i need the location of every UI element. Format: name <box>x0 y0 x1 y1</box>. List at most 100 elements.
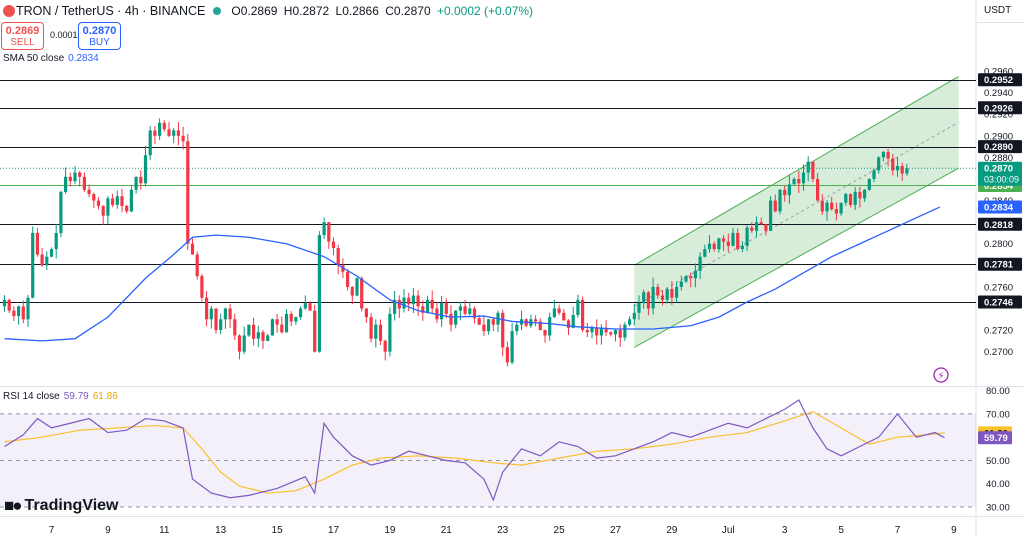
candle-body <box>68 176 72 182</box>
candle-body <box>303 303 307 309</box>
candle-body <box>7 299 11 311</box>
sma-legend[interactable]: SMA 50 close 0.2834 <box>3 53 99 64</box>
level-label-0.2926: 0.2926 <box>984 103 1013 114</box>
channel-upper-line <box>634 76 959 266</box>
candle-body <box>190 243 195 255</box>
candle-body <box>754 222 759 231</box>
level-label-0.2952: 0.2952 <box>984 75 1013 86</box>
candle-body <box>707 243 712 250</box>
candle-body <box>266 335 270 341</box>
rsi-legend[interactable]: RSI 14 close 59.79 61.86 <box>3 391 118 402</box>
tradingview-wordmark: TradingView <box>24 497 119 514</box>
candle-body <box>35 232 39 255</box>
candle-body <box>501 312 505 348</box>
buy-price: 0.2870 <box>82 25 117 37</box>
candle-body <box>101 205 105 216</box>
symbol-title[interactable]: TRON / TetherUS · 4h · BINANCE <box>16 4 206 18</box>
currency-selector[interactable]: USDT <box>984 5 1012 16</box>
tradingview-logo: ■● TradingView <box>4 496 119 516</box>
level-label-0.2746: 0.2746 <box>984 298 1013 309</box>
candle-body <box>327 222 331 242</box>
sma-price-label-bg <box>978 200 1022 214</box>
candle-body <box>783 189 787 196</box>
candle-body <box>284 313 289 333</box>
candle-body <box>750 227 754 231</box>
candle-body <box>609 332 613 335</box>
rsi-tick-label: 40.00 <box>986 479 1010 490</box>
candle-body <box>820 200 824 212</box>
candle-body <box>40 254 44 266</box>
candle-body <box>378 324 383 341</box>
rsi-ma-legend-value: 61.86 <box>92 391 118 402</box>
candle-body <box>595 327 599 336</box>
candle-body <box>78 172 82 177</box>
alert-flash-glyph: ⚡ <box>937 371 944 382</box>
candle-body <box>369 317 373 339</box>
candle-body <box>223 308 227 320</box>
candle-body <box>125 205 129 212</box>
candle-body <box>242 335 246 352</box>
buy-button[interactable]: 0.2870 BUY <box>78 22 121 50</box>
candle-body <box>717 238 721 250</box>
candle-body <box>562 312 566 321</box>
candle-body <box>463 306 467 314</box>
candle-body <box>623 324 627 338</box>
candle-body <box>350 286 354 296</box>
candle-body <box>17 306 21 317</box>
time-tick-label: 13 <box>215 525 227 536</box>
last-price-label-countdown: 03:00:09 <box>984 175 1019 185</box>
candle-body <box>313 310 317 352</box>
candle-body <box>472 308 477 319</box>
candle-body <box>397 299 401 309</box>
candle-body <box>355 278 359 296</box>
level-label-0.2952-bg <box>978 73 1022 87</box>
candle-body <box>341 265 345 272</box>
candle-body <box>64 176 68 192</box>
candle-body <box>571 314 575 328</box>
candle-body <box>491 319 495 325</box>
candle-body <box>111 198 115 205</box>
candle-body <box>2 299 7 307</box>
candle-body <box>416 295 420 307</box>
level-label-0.2781: 0.2781 <box>984 260 1014 271</box>
last-price-label-bg <box>978 161 1022 186</box>
market-open-icon <box>213 7 222 15</box>
candle-body <box>858 191 862 199</box>
candle-body <box>806 161 810 173</box>
candle-body <box>759 222 763 225</box>
time-tick-label: 15 <box>272 525 284 536</box>
level-label-0.2926-bg <box>978 101 1022 115</box>
candle-body <box>830 202 834 210</box>
candle-body <box>557 308 561 313</box>
candle-body <box>773 200 777 212</box>
candle-body <box>712 243 716 250</box>
candle-body <box>237 335 242 352</box>
candle-body <box>468 308 472 314</box>
candle-body <box>82 176 86 190</box>
candle-body <box>228 308 232 320</box>
candle-body <box>26 297 30 320</box>
tron-logo-icon <box>3 5 15 17</box>
candle-body <box>233 319 237 336</box>
candle-body <box>308 303 312 311</box>
candle-body <box>778 189 782 212</box>
sma-50-line <box>4 206 941 342</box>
candle-body <box>181 135 185 142</box>
candle-body <box>139 176 143 184</box>
support-level-label: 0.2854 <box>984 181 1014 192</box>
candle-body <box>811 161 815 179</box>
candle-body <box>599 327 603 336</box>
candle-body <box>214 308 218 331</box>
price-tick-label: 0.2880 <box>984 153 1013 164</box>
candle-body <box>801 172 806 184</box>
candle-body <box>200 276 204 298</box>
sell-button[interactable]: 0.2869 SELL <box>1 22 44 50</box>
candle-body <box>96 200 101 206</box>
candle-body <box>581 299 585 331</box>
candle-body <box>745 227 749 246</box>
candle-body <box>585 330 589 333</box>
candle-body <box>148 130 152 156</box>
candle-body <box>552 308 556 318</box>
